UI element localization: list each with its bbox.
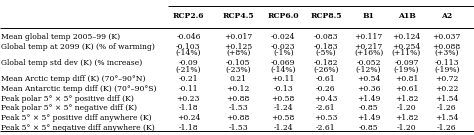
Text: RCP2.6: RCP2.6 <box>173 12 204 20</box>
Text: B1: B1 <box>363 12 374 20</box>
Text: +0.58: +0.58 <box>272 95 295 103</box>
Text: (-12%): (-12%) <box>356 65 381 73</box>
Text: (+8%): (+8%) <box>226 49 250 57</box>
Text: -1.20: -1.20 <box>397 104 416 112</box>
Text: (-19%): (-19%) <box>394 65 419 73</box>
Text: Global temp at 2099 (K) (% of warming): Global temp at 2099 (K) (% of warming) <box>1 43 155 51</box>
Text: +1.82: +1.82 <box>395 114 418 122</box>
Text: +1.49: +1.49 <box>357 114 380 122</box>
Text: -0.069: -0.069 <box>271 59 295 67</box>
Text: (-23%): (-23%) <box>225 65 251 73</box>
Text: (+16%): (+16%) <box>354 49 383 57</box>
Text: -0.182: -0.182 <box>314 59 338 67</box>
Text: -1.53: -1.53 <box>228 104 248 112</box>
Text: +0.11: +0.11 <box>272 75 295 83</box>
Text: (-14%): (-14%) <box>271 65 296 73</box>
Text: -1.26: -1.26 <box>437 104 456 112</box>
Text: -0.046: -0.046 <box>176 33 201 41</box>
Text: -2.61: -2.61 <box>316 104 336 112</box>
Text: -1.18: -1.18 <box>179 104 198 112</box>
Text: A1B: A1B <box>398 12 415 20</box>
Text: +0.037: +0.037 <box>433 33 461 41</box>
Text: +0.54: +0.54 <box>357 75 380 83</box>
Text: -0.13: -0.13 <box>273 85 293 93</box>
Text: -1.26: -1.26 <box>437 124 456 132</box>
Text: +0.61: +0.61 <box>395 85 418 93</box>
Text: (+11%): (+11%) <box>392 49 421 57</box>
Text: RCP8.5: RCP8.5 <box>310 12 342 20</box>
Text: Mean Arctic temp diff (K) (70°–90°N): Mean Arctic temp diff (K) (70°–90°N) <box>1 75 146 83</box>
Text: Mean Antarctic temp diff (K) (70°–90°S): Mean Antarctic temp diff (K) (70°–90°S) <box>1 85 157 93</box>
Text: Peak polar 5° × 5° negative diff (K): Peak polar 5° × 5° negative diff (K) <box>1 104 137 112</box>
Text: -0.85: -0.85 <box>359 104 378 112</box>
Text: (-21%): (-21%) <box>176 65 201 73</box>
Text: +1.49: +1.49 <box>357 95 380 103</box>
Text: -0.097: -0.097 <box>394 59 419 67</box>
Text: +0.24: +0.24 <box>177 114 200 122</box>
Text: +0.254: +0.254 <box>392 43 420 51</box>
Text: -2.61: -2.61 <box>316 124 336 132</box>
Text: -0.183: -0.183 <box>314 43 338 51</box>
Text: -1.24: -1.24 <box>273 124 293 132</box>
Text: -0.083: -0.083 <box>314 33 338 41</box>
Text: +1.54: +1.54 <box>435 114 458 122</box>
Text: (-19%): (-19%) <box>434 65 459 73</box>
Text: A2: A2 <box>441 12 452 20</box>
Text: +0.117: +0.117 <box>355 33 383 41</box>
Text: RCP6.0: RCP6.0 <box>267 12 299 20</box>
Text: +0.72: +0.72 <box>435 75 458 83</box>
Text: +0.23: +0.23 <box>177 95 200 103</box>
Text: -0.024: -0.024 <box>271 33 295 41</box>
Text: -0.09: -0.09 <box>179 59 198 67</box>
Text: -1.20: -1.20 <box>397 124 416 132</box>
Text: +0.125: +0.125 <box>224 43 252 51</box>
Text: -1.53: -1.53 <box>228 124 248 132</box>
Text: -0.85: -0.85 <box>359 124 378 132</box>
Text: +0.22: +0.22 <box>435 85 458 93</box>
Text: +1.82: +1.82 <box>395 95 418 103</box>
Text: 0.21: 0.21 <box>230 75 246 83</box>
Text: -0.105: -0.105 <box>226 59 250 67</box>
Text: +0.36: +0.36 <box>357 85 380 93</box>
Text: +0.43: +0.43 <box>314 95 337 103</box>
Text: (+3%): (+3%) <box>435 49 459 57</box>
Text: -0.26: -0.26 <box>316 85 336 93</box>
Text: +1.54: +1.54 <box>435 95 458 103</box>
Text: (-14%): (-14%) <box>176 49 201 57</box>
Text: (-5%): (-5%) <box>316 49 336 57</box>
Text: +0.088: +0.088 <box>433 43 461 51</box>
Text: +0.017: +0.017 <box>224 33 252 41</box>
Text: -1.18: -1.18 <box>179 124 198 132</box>
Text: -1.24: -1.24 <box>273 104 293 112</box>
Text: Peak 5° × 5° positive diff anywhere (K): Peak 5° × 5° positive diff anywhere (K) <box>1 114 152 122</box>
Text: -0.11: -0.11 <box>179 85 198 93</box>
Text: (-26%): (-26%) <box>313 65 338 73</box>
Text: -0.023: -0.023 <box>271 43 295 51</box>
Text: Peak polar 5° × 5° positive diff (K): Peak polar 5° × 5° positive diff (K) <box>1 95 134 103</box>
Text: +0.88: +0.88 <box>227 114 250 122</box>
Text: +0.124: +0.124 <box>392 33 420 41</box>
Text: +0.81: +0.81 <box>395 75 418 83</box>
Text: -0.21: -0.21 <box>179 75 198 83</box>
Text: Peak 5° × 5° negative diff anywhere (K): Peak 5° × 5° negative diff anywhere (K) <box>1 124 155 132</box>
Text: +0.88: +0.88 <box>227 95 250 103</box>
Text: Mean global temp 2005–99 (K): Mean global temp 2005–99 (K) <box>1 33 120 41</box>
Text: -0.052: -0.052 <box>356 59 381 67</box>
Text: +0.217: +0.217 <box>355 43 383 51</box>
Text: -0.103: -0.103 <box>176 43 201 51</box>
Text: +0.58: +0.58 <box>272 114 295 122</box>
Text: Global temp std dev (K) (% increase): Global temp std dev (K) (% increase) <box>1 59 143 67</box>
Text: +0.12: +0.12 <box>227 85 250 93</box>
Text: -0.113: -0.113 <box>435 59 459 67</box>
Text: -0.61: -0.61 <box>316 75 336 83</box>
Text: RCP4.5: RCP4.5 <box>222 12 254 20</box>
Text: +0.53: +0.53 <box>314 114 337 122</box>
Text: (-1%): (-1%) <box>273 49 293 57</box>
